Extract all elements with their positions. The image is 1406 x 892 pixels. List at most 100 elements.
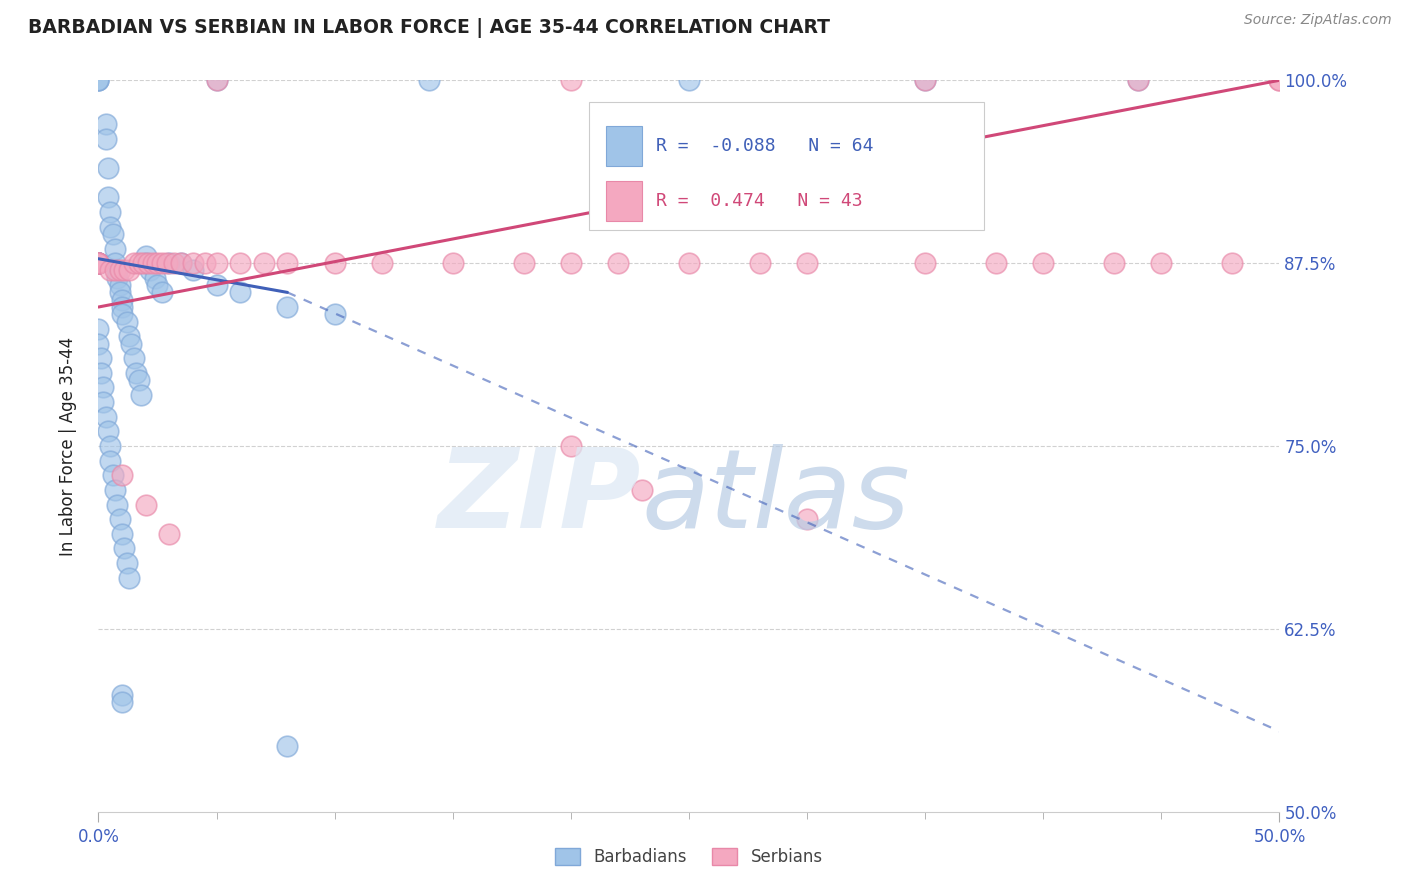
Point: [104, 242, 127, 256]
Point: [150, 285, 173, 300]
Point: [111, 293, 134, 307]
Point: [91, 395, 114, 409]
Point: [87, 256, 110, 270]
Point: [121, 336, 143, 351]
Point: [87, 322, 110, 336]
Point: [98, 439, 121, 453]
Point: [111, 526, 134, 541]
Point: [101, 227, 124, 241]
Point: [108, 285, 131, 300]
Point: [98, 263, 121, 277]
Point: [87, 256, 110, 270]
Point: [205, 256, 228, 270]
Legend: Barbadians, Serbians: Barbadians, Serbians: [548, 841, 830, 873]
Point: [678, 73, 700, 87]
Point: [914, 73, 936, 87]
Point: [170, 256, 193, 270]
Point: [512, 256, 534, 270]
Point: [1150, 256, 1173, 270]
Text: ZIP: ZIP: [439, 443, 641, 550]
Point: [150, 256, 173, 270]
Point: [205, 278, 228, 293]
Point: [87, 256, 110, 270]
Point: [630, 483, 652, 497]
Point: [112, 541, 135, 556]
Point: [122, 351, 145, 366]
Point: [105, 270, 128, 285]
Point: [135, 256, 157, 270]
Point: [97, 190, 120, 204]
Point: [170, 256, 193, 270]
Point: [87, 256, 110, 270]
Point: [142, 256, 165, 270]
Point: [136, 256, 159, 270]
Point: [90, 366, 112, 380]
Point: [143, 270, 166, 285]
Point: [229, 256, 252, 270]
Point: [253, 256, 276, 270]
Point: [111, 688, 134, 702]
Point: [1268, 73, 1291, 87]
Point: [118, 329, 141, 343]
Point: [105, 498, 128, 512]
Point: [129, 388, 152, 402]
Point: [157, 526, 180, 541]
Point: [87, 73, 110, 87]
Point: [101, 468, 124, 483]
Point: [98, 453, 121, 467]
Point: [128, 373, 150, 387]
Point: [111, 300, 134, 314]
Point: [163, 256, 186, 270]
Point: [135, 498, 157, 512]
Point: [112, 263, 135, 277]
Point: [276, 256, 298, 270]
Point: [111, 468, 134, 483]
Point: [441, 256, 464, 270]
Point: [1268, 73, 1291, 87]
Point: [418, 73, 440, 87]
Point: [118, 571, 141, 585]
Point: [122, 256, 145, 270]
Point: [181, 256, 204, 270]
Point: [91, 380, 114, 394]
Point: [94, 409, 117, 424]
Point: [98, 219, 121, 234]
Point: [87, 256, 110, 270]
Point: [748, 256, 770, 270]
Point: [87, 256, 110, 270]
Point: [111, 695, 134, 709]
Point: [135, 249, 157, 263]
Point: [146, 278, 169, 293]
Point: [87, 256, 110, 270]
Point: [560, 256, 582, 270]
Point: [87, 73, 110, 87]
Point: [796, 512, 818, 526]
Point: [115, 556, 138, 570]
Point: [984, 256, 1007, 270]
Point: [108, 263, 131, 277]
Point: [108, 278, 131, 293]
Point: [194, 256, 217, 270]
Point: [90, 351, 112, 366]
Point: [139, 263, 162, 277]
Point: [678, 256, 700, 270]
Point: [118, 263, 141, 277]
Point: [97, 161, 120, 175]
Point: [104, 256, 127, 270]
Point: [914, 73, 936, 87]
Point: [157, 256, 180, 270]
FancyBboxPatch shape: [589, 103, 984, 230]
Text: BARBADIAN VS SERBIAN IN LABOR FORCE | AGE 35-44 CORRELATION CHART: BARBADIAN VS SERBIAN IN LABOR FORCE | AG…: [28, 18, 830, 37]
Point: [1220, 256, 1243, 270]
Point: [87, 73, 110, 87]
Point: [87, 256, 110, 270]
Point: [205, 73, 228, 87]
Point: [1032, 256, 1054, 270]
Point: [87, 336, 110, 351]
Point: [607, 256, 630, 270]
Point: [323, 256, 346, 270]
Point: [1126, 73, 1149, 87]
Point: [914, 256, 936, 270]
Point: [323, 307, 346, 321]
Text: atlas: atlas: [641, 443, 910, 550]
